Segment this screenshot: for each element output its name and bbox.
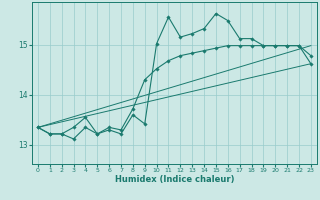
X-axis label: Humidex (Indice chaleur): Humidex (Indice chaleur) <box>115 175 234 184</box>
